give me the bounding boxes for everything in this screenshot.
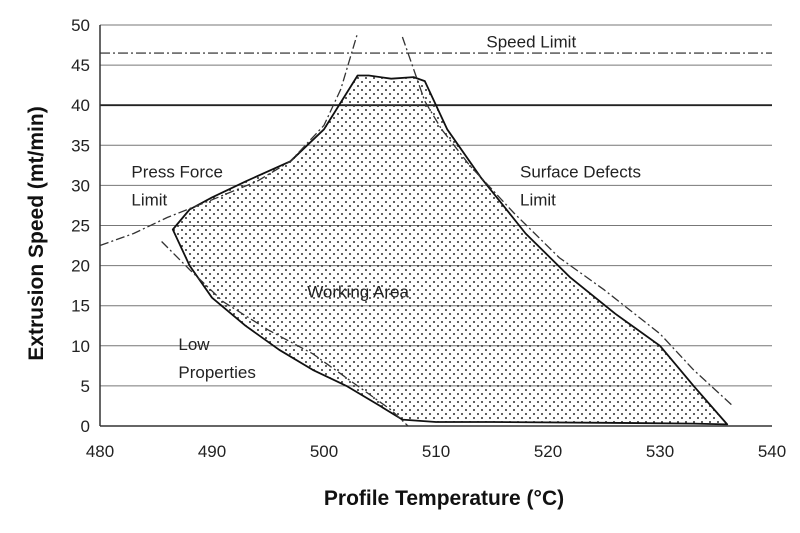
low-properties-curve (161, 241, 409, 427)
annotation-press-force-1: Press Force (131, 162, 223, 181)
annotations: Speed Limit Press Force Limit Surface Defec… (131, 32, 641, 381)
annotation-low-1: Low (178, 335, 210, 354)
y-tick-label-0: 0 (81, 417, 90, 436)
annotation-press-force-2: Limit (131, 190, 167, 209)
annotation-low-2: Properties (178, 363, 255, 382)
annotation-working: Working Area (307, 283, 409, 302)
x-axis-title: Profile Temperature (°C) (324, 487, 564, 510)
surface-defects-limit-curve (401, 36, 734, 407)
working-area-layer (171, 74, 729, 426)
y-tick-label-30: 30 (71, 176, 90, 195)
y-tick-label-10: 10 (71, 337, 90, 356)
x-tick-label-520: 520 (534, 442, 562, 461)
y-tick-label-35: 35 (71, 136, 90, 155)
x-tick-label-540: 540 (758, 442, 786, 461)
limit-curves (99, 32, 734, 427)
x-tick-label-500: 500 (310, 442, 338, 461)
annotation-surface-2: Limit (520, 190, 556, 209)
annotation-speed-limit: Speed Limit (486, 32, 576, 51)
y-axis-title: Extrusion Speed (mt/min) (25, 106, 48, 360)
y-tick-label-5: 5 (81, 377, 90, 396)
y-tick-label-20: 20 (71, 257, 90, 276)
x-tick-label-490: 490 (198, 442, 226, 461)
x-tick-label-480: 480 (86, 442, 114, 461)
working-area-region (171, 74, 729, 426)
x-tick-label-530: 530 (646, 442, 674, 461)
reference-lines (100, 52, 772, 107)
press-force-limit-curve (99, 32, 359, 247)
annotation-surface-1: Surface Defects (520, 162, 641, 181)
y-tick-label-15: 15 (71, 297, 90, 316)
y-tick-label-40: 40 (71, 96, 90, 115)
x-tick-label-510: 510 (422, 442, 450, 461)
y-tick-label-25: 25 (71, 217, 90, 236)
y-tick-label-45: 45 (71, 56, 90, 75)
y-tick-label-50: 50 (71, 16, 90, 35)
